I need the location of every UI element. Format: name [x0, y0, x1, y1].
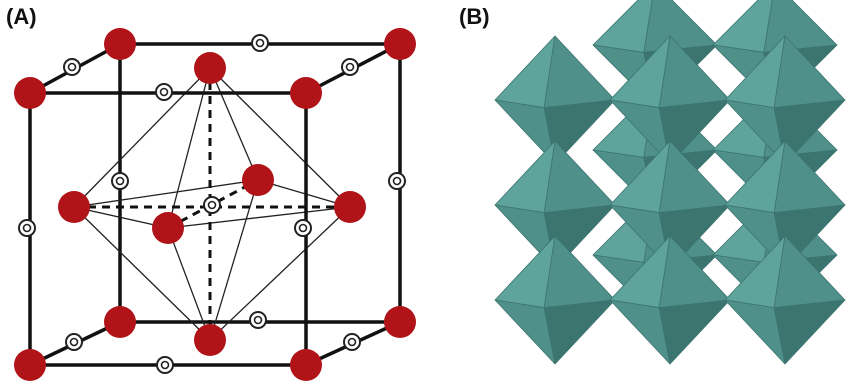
large-atom [194, 324, 226, 356]
small-atom [388, 172, 406, 190]
large-atom [104, 28, 136, 60]
octahedron-axes [74, 68, 350, 340]
octahedron-front-6 [494, 235, 616, 365]
small-atom [65, 333, 83, 351]
large-atoms [14, 28, 416, 381]
panel-label-a: (A) [6, 4, 37, 29]
large-atom [334, 191, 366, 223]
large-atom [290, 349, 322, 381]
octahedron-front-2 [724, 35, 846, 165]
large-atom [58, 191, 90, 223]
large-atom [384, 28, 416, 60]
small-atom [156, 356, 174, 374]
large-atom [14, 349, 46, 381]
small-atom [249, 311, 267, 329]
octahedra-framework [494, 0, 846, 365]
large-atom [290, 77, 322, 109]
small-atom [294, 219, 312, 237]
large-atom [242, 164, 274, 196]
large-atom [152, 212, 184, 244]
small-atoms [18, 34, 406, 374]
small-atom [155, 83, 173, 101]
small-atom [203, 196, 221, 214]
large-atom [384, 306, 416, 338]
small-atom [111, 172, 129, 190]
octahedron-front-8 [724, 235, 846, 365]
small-atom [341, 58, 359, 76]
small-atom [63, 58, 81, 76]
panel-label-b: (B) [459, 4, 490, 29]
small-atom [251, 34, 269, 52]
small-atom [343, 333, 361, 351]
small-atom [18, 219, 36, 237]
large-atom [14, 77, 46, 109]
large-atom [104, 306, 136, 338]
octahedron-front-7 [609, 235, 731, 365]
large-atom [194, 52, 226, 84]
